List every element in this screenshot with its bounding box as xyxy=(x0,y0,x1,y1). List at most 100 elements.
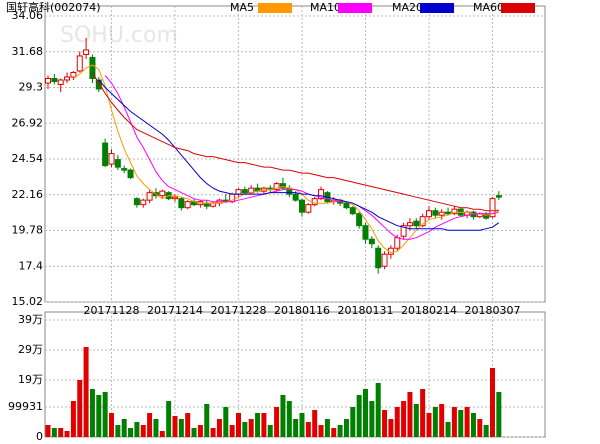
ma-line xyxy=(73,64,500,254)
ma-line xyxy=(98,79,500,231)
legend-label: MA20 xyxy=(392,1,423,14)
volume-bar xyxy=(166,401,172,437)
candle-body xyxy=(89,56,96,79)
candle-body xyxy=(343,202,350,209)
volume-tick-label: 0 xyxy=(36,430,43,440)
volume-bar xyxy=(350,407,356,437)
volume-bar xyxy=(185,413,191,437)
candle-body xyxy=(489,198,496,218)
candle-body xyxy=(121,168,128,171)
volume-bar xyxy=(299,413,305,437)
volume-bar xyxy=(426,413,432,437)
volume-bar xyxy=(477,419,483,437)
volume-bar xyxy=(128,428,134,437)
candle-body xyxy=(108,153,115,165)
volume-bar xyxy=(388,419,394,437)
candle-body xyxy=(299,199,305,213)
volume-bar xyxy=(337,425,343,437)
volume-bar xyxy=(432,407,438,437)
candle-body xyxy=(400,225,407,237)
legend-label: MA60 xyxy=(473,1,504,14)
candle-body xyxy=(241,189,248,194)
legend-label: MA10 xyxy=(310,1,341,14)
candle-body xyxy=(83,49,90,55)
x-tick-label: 20171214 xyxy=(147,304,203,317)
candle-body xyxy=(45,77,51,84)
volume-bar xyxy=(96,395,102,437)
y-tick-label: 34.06 xyxy=(12,9,44,22)
volume-bar xyxy=(77,380,83,437)
volume-bar xyxy=(51,428,57,437)
candle-body xyxy=(178,198,185,209)
volume-bar xyxy=(280,395,286,437)
candle-body xyxy=(51,77,58,82)
y-tick-label: 19.78 xyxy=(12,224,44,237)
volume-bar xyxy=(191,428,197,437)
candle-body xyxy=(273,183,280,191)
volume-bar xyxy=(490,368,495,437)
volume-bar xyxy=(140,425,146,437)
candle-body xyxy=(356,213,363,227)
volume-frame xyxy=(44,311,546,438)
volume-bar xyxy=(236,413,241,437)
volume-bar xyxy=(274,407,280,437)
volume-bar xyxy=(305,422,311,437)
volume-tick-label: 39万 xyxy=(18,313,43,326)
volume-bar xyxy=(210,428,216,437)
volume-bar xyxy=(134,422,140,437)
volume-bar xyxy=(197,425,203,437)
candle-body xyxy=(406,222,413,227)
candle-body xyxy=(286,187,293,195)
volume-bar xyxy=(109,413,114,437)
candle-body xyxy=(76,55,83,72)
candle-body xyxy=(311,198,318,206)
volume-bar xyxy=(147,413,153,437)
volume-bar xyxy=(375,383,381,437)
candle-body xyxy=(102,142,109,167)
legend-swatch xyxy=(258,3,292,13)
volume-bar xyxy=(470,413,476,437)
price-frame xyxy=(44,5,546,303)
volume-bar xyxy=(229,425,235,437)
candle-body xyxy=(451,208,458,215)
volume-bar xyxy=(363,389,368,437)
volume-bar xyxy=(458,410,464,437)
volume-bar xyxy=(70,401,76,437)
chart-title: 国轩高科(002074) xyxy=(6,0,101,14)
candle-body xyxy=(438,211,445,216)
candle-body xyxy=(305,204,312,213)
volume-tick-label: 29万 xyxy=(18,343,43,356)
volume-bar xyxy=(382,410,388,437)
volume-bar xyxy=(496,392,502,437)
volume-bar xyxy=(102,392,108,437)
y-tick-label: 24.54 xyxy=(12,152,44,165)
candle-body xyxy=(375,247,382,269)
candle-body xyxy=(172,196,178,200)
legend-swatch xyxy=(338,3,372,13)
volume-bar xyxy=(153,419,159,437)
candle-body xyxy=(419,216,426,227)
y-tick-label: 29.3 xyxy=(19,81,44,94)
volume-bar xyxy=(445,422,451,437)
x-tick-label: 20180131 xyxy=(338,304,394,317)
legend-swatch xyxy=(420,3,454,13)
volume-bar xyxy=(223,407,229,437)
volume-bar xyxy=(293,419,299,437)
x-tick-label: 20171228 xyxy=(211,304,267,317)
x-tick-label: 20180307 xyxy=(465,304,521,317)
candle-body xyxy=(349,207,356,215)
y-tick-label: 31.68 xyxy=(12,45,44,58)
candle-body xyxy=(445,211,452,215)
volume-bar xyxy=(115,425,121,437)
volume-bar xyxy=(172,416,178,437)
y-tick-label: 17.4 xyxy=(19,259,44,272)
legend-swatch xyxy=(501,3,535,13)
volume-bar xyxy=(178,419,184,437)
volume-tick-label: 99931 xyxy=(8,400,43,413)
candle-body xyxy=(394,237,401,249)
y-tick-label: 15.02 xyxy=(12,295,44,308)
x-tick-label: 20171128 xyxy=(84,304,140,317)
volume-bar xyxy=(248,419,254,437)
volume-bar xyxy=(216,419,222,437)
candle-body xyxy=(279,183,286,189)
